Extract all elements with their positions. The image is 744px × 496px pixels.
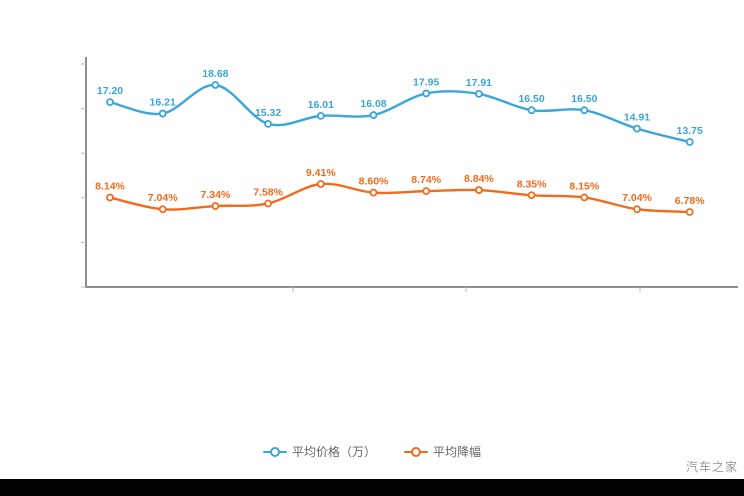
series-0-point-3	[264, 119, 273, 128]
series-1-point-3	[264, 199, 273, 208]
series-0-label-1: 16.21	[150, 97, 176, 109]
series-1-label-0: 8.14%	[95, 181, 125, 193]
series-0-point-2	[211, 81, 220, 89]
series-1-label-6: 8.74%	[411, 174, 441, 186]
series-1-label-11: 6.78%	[675, 195, 705, 207]
legend-marker-avg-discount-icon	[404, 446, 428, 458]
legend-label-avg-price: 平均价格（万）	[291, 445, 376, 459]
series-1-point-7	[474, 186, 483, 194]
legend-item-avg-price[interactable]: 平均价格（万）	[262, 443, 376, 460]
series-0-label-6: 17.95	[413, 76, 439, 88]
series-1-label-1: 7.04%	[148, 192, 178, 204]
series-1-point-10	[633, 205, 641, 214]
series-line-1	[108, 182, 691, 214]
legend-marker-avg-price-icon	[262, 446, 287, 458]
series-1-label-2: 7.34%	[201, 189, 231, 201]
series-0-label-4: 16.01	[308, 99, 334, 111]
series-0-point-6	[422, 89, 431, 98]
trend-line-chart: 17.20 16.21 18.68 15.32 16.01 16.08 17.95 17.91…	[81, 57, 738, 292]
series-1-label-10: 7.04%	[622, 192, 652, 204]
series-0-point-11	[685, 138, 694, 146]
series-0-point-5	[369, 111, 378, 119]
legend-item-avg-discount[interactable]: 平均降幅	[404, 443, 481, 460]
series-1-label-8: 8.35%	[517, 178, 547, 190]
series-1-point-0	[106, 193, 114, 202]
series-0-label-3: 15.32	[255, 107, 281, 119]
series-1-point-6	[422, 187, 431, 196]
series-0-label-5: 16.08	[360, 98, 386, 110]
series-1-point-5	[369, 188, 378, 197]
series-1-label-5: 8.60%	[359, 176, 389, 188]
series-0-label-9: 16.50	[571, 93, 597, 105]
series-0-point-9	[580, 106, 589, 115]
series-1-point-2	[211, 202, 220, 210]
series-0-label-8: 16.50	[518, 93, 544, 105]
series-1-point-8	[527, 191, 536, 200]
series-1-point-4	[316, 180, 325, 188]
series-0-point-1	[158, 109, 167, 118]
series-1-point-11	[685, 208, 694, 216]
series-0-point-4	[316, 111, 325, 120]
series-1-label-7: 8.84%	[464, 173, 494, 185]
series-0-point-7	[474, 90, 483, 98]
series-0-point-8	[527, 106, 536, 115]
series-1-point-1	[158, 205, 167, 214]
series-1-label-3: 7.58%	[253, 186, 283, 198]
series-1-point-9	[580, 193, 589, 202]
series-1-label-4: 9.41%	[306, 167, 336, 179]
series-0-label-2: 18.68	[202, 68, 228, 80]
legend-label-avg-discount: 平均降幅	[433, 445, 482, 459]
series-0-label-7: 17.91	[466, 77, 492, 89]
footer-bar	[0, 479, 744, 496]
series-0-label-0: 17.20	[97, 85, 123, 97]
series-1-label-9: 8.15%	[569, 180, 599, 192]
series-line-0	[108, 83, 691, 144]
watermark-text: 汽车之家	[685, 460, 738, 474]
series-0-label-11: 13.75	[677, 125, 703, 137]
series-0-point-10	[633, 124, 641, 133]
chart-legend: 平均价格（万） 平均降幅	[0, 443, 744, 460]
series-0-point-0	[106, 98, 114, 107]
series-0-label-10: 14.91	[624, 112, 650, 124]
